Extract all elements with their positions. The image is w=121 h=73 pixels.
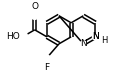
Circle shape — [17, 32, 28, 42]
Text: H: H — [102, 36, 108, 45]
Circle shape — [31, 12, 38, 19]
Text: O: O — [31, 2, 38, 11]
Text: N: N — [92, 32, 99, 41]
Text: N: N — [80, 39, 87, 48]
Text: HO: HO — [7, 32, 20, 41]
Text: F: F — [44, 63, 49, 72]
Circle shape — [80, 41, 86, 47]
Text: N: N — [92, 32, 99, 41]
Circle shape — [92, 34, 98, 40]
Circle shape — [44, 55, 50, 61]
